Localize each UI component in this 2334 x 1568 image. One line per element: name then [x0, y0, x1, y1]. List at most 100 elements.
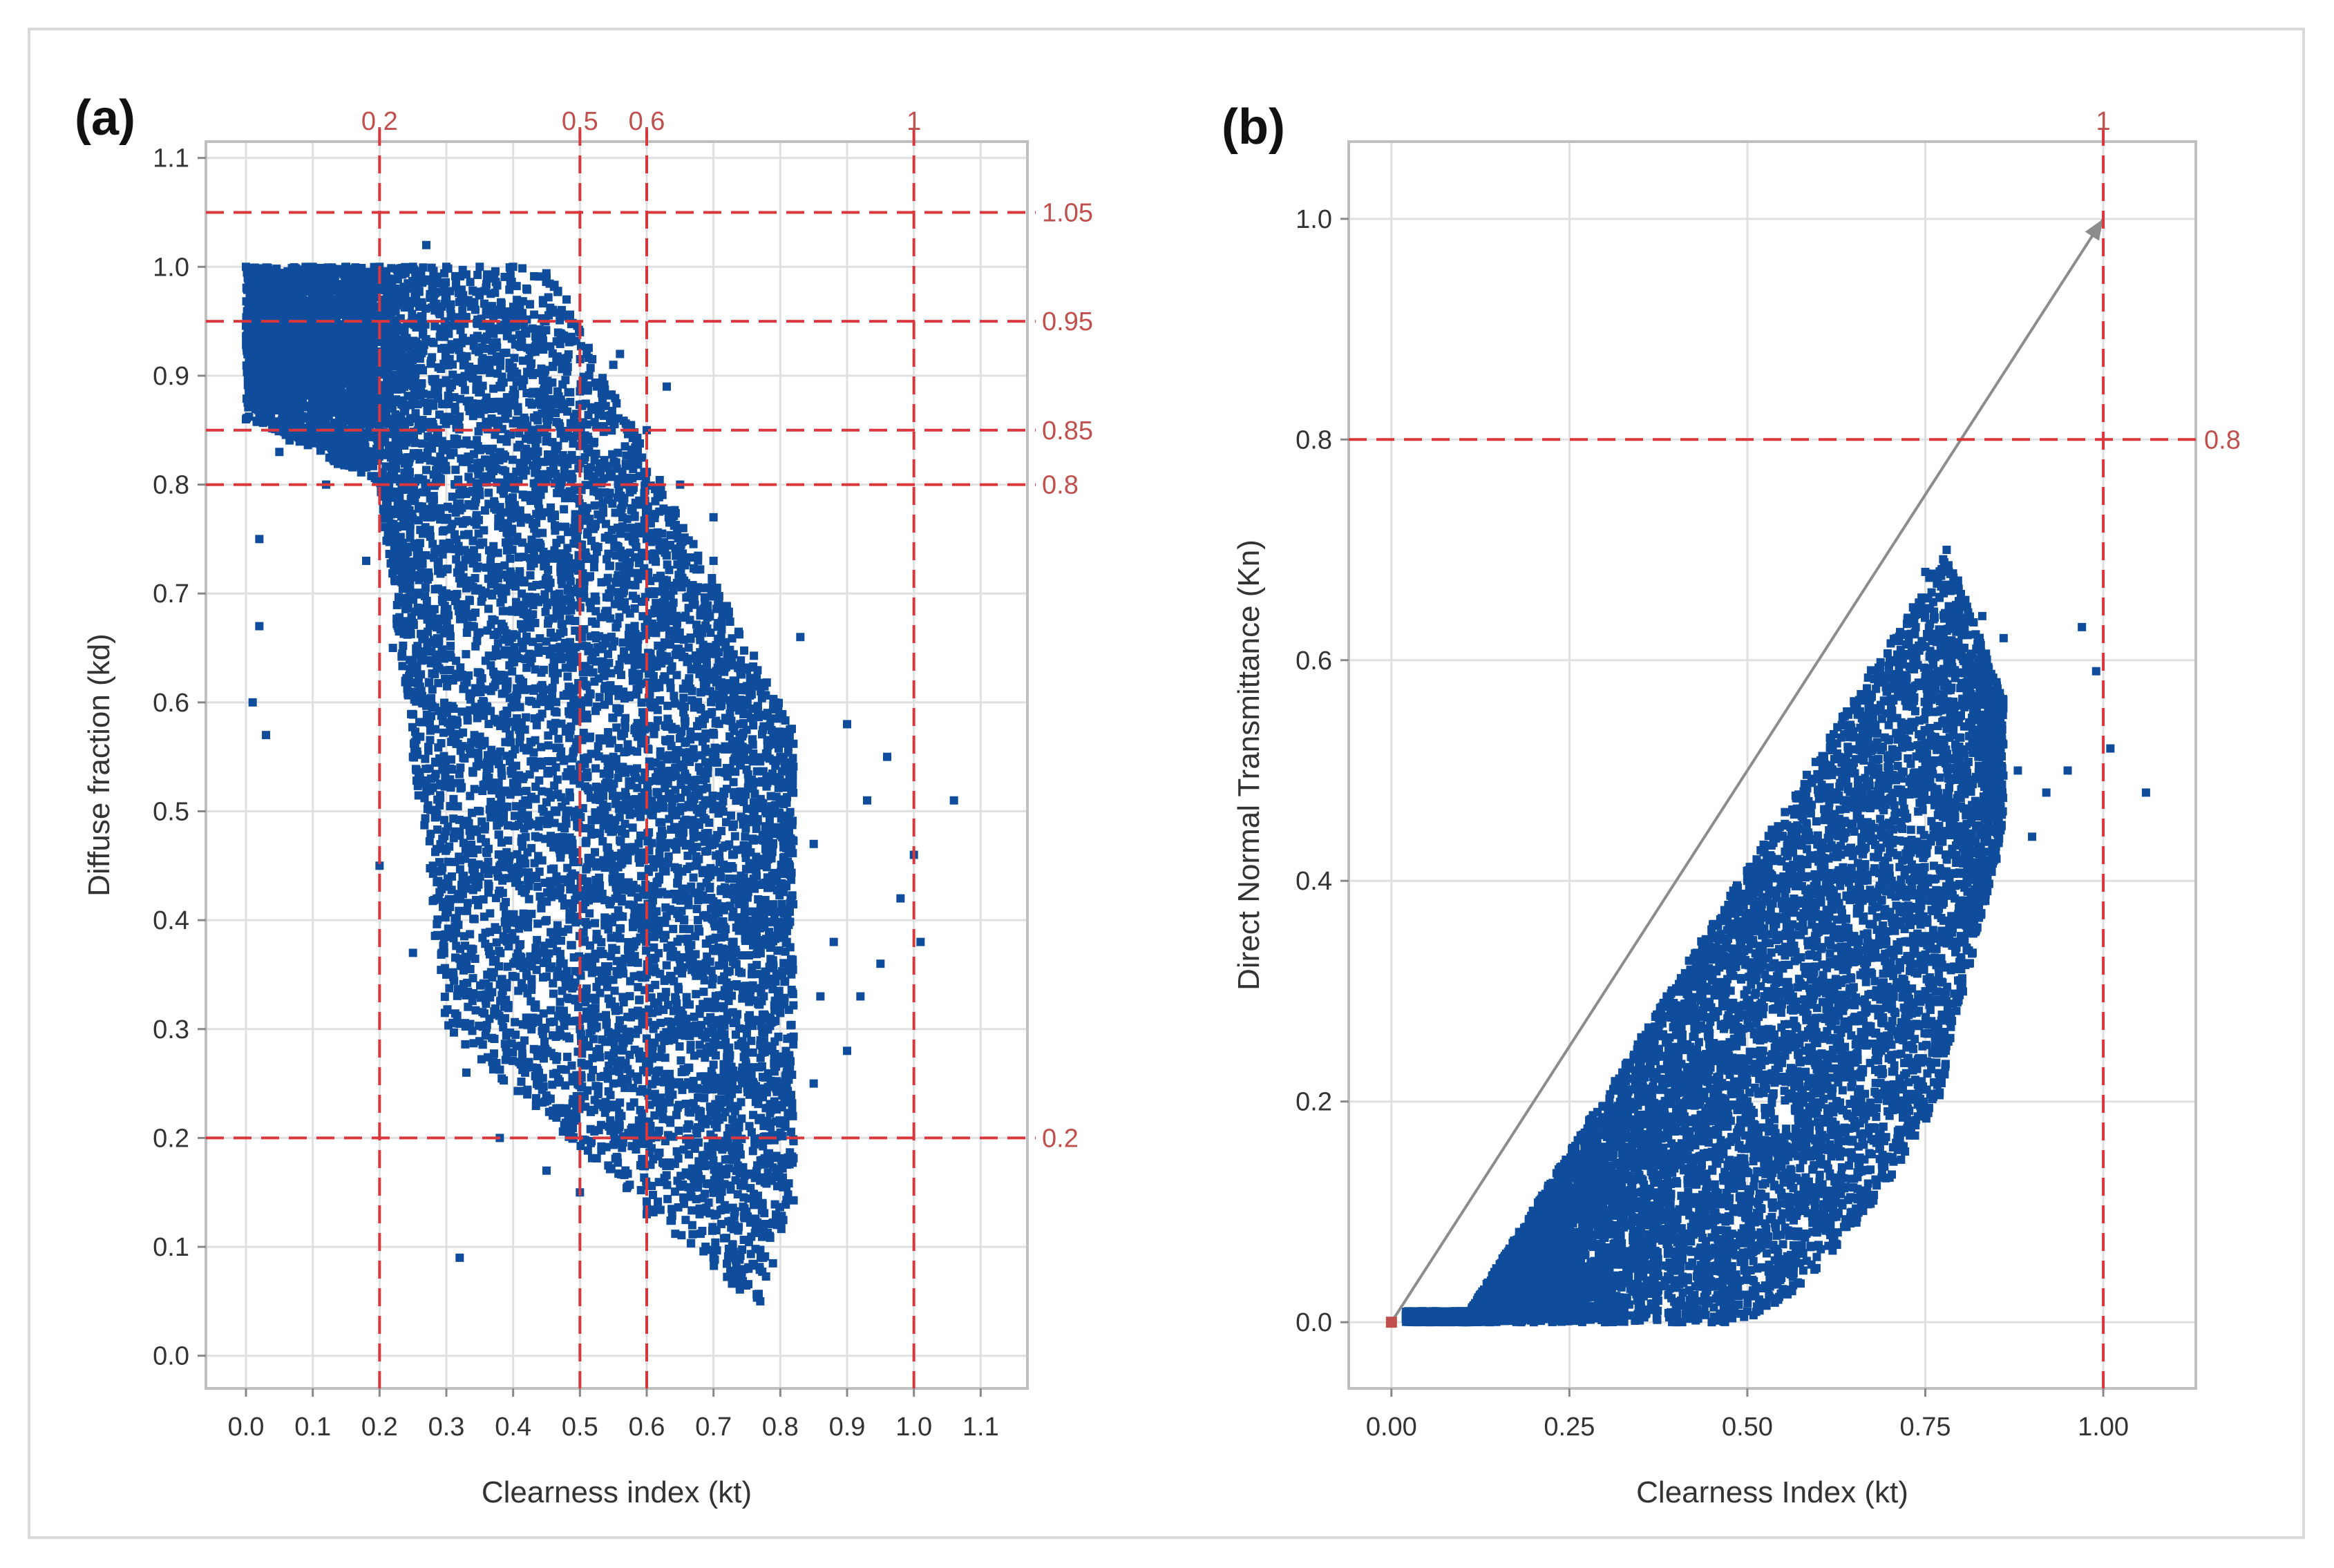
- x-axis-label: Clearness index (kt): [482, 1475, 752, 1509]
- data-point: [508, 455, 517, 464]
- y-tick-label: 0.0: [153, 1342, 189, 1371]
- data-point: [513, 1087, 522, 1096]
- data-point: [527, 843, 536, 852]
- x-tick-label: 0.5: [562, 1413, 598, 1442]
- data-point: [517, 1077, 526, 1086]
- data-point: [438, 446, 447, 455]
- data-point: [476, 678, 485, 687]
- data-point: [544, 619, 553, 628]
- data-point: [453, 1011, 462, 1020]
- data-point: [493, 639, 502, 648]
- data-point: [437, 344, 446, 353]
- data-point: [687, 665, 696, 674]
- x-tick-label: 0.1: [294, 1413, 331, 1442]
- data-point: [650, 485, 659, 494]
- data-point: [504, 836, 513, 845]
- data-point: [673, 865, 682, 874]
- data-point: [727, 811, 736, 820]
- data-point: [573, 1002, 582, 1011]
- data-point: [618, 993, 627, 1002]
- data-point: [663, 1194, 672, 1203]
- data-point: [561, 522, 570, 531]
- data-point: [684, 643, 693, 652]
- y-tick-label: 0.6: [153, 689, 189, 718]
- data-point: [612, 723, 621, 732]
- data-point: [537, 743, 546, 752]
- data-point: [466, 278, 475, 287]
- data-point: [547, 1006, 556, 1015]
- data-point: [439, 728, 448, 737]
- data-point: [616, 837, 625, 846]
- data-point: [521, 859, 530, 868]
- y-tick-label: 0.4: [153, 906, 189, 935]
- data-point: [649, 943, 658, 952]
- data-point: [569, 695, 578, 704]
- data-point: [587, 656, 596, 665]
- data-point: [608, 791, 617, 800]
- data-point: [768, 1259, 777, 1268]
- data-point: [591, 606, 600, 615]
- data-point: [549, 989, 558, 998]
- data-point: [679, 924, 688, 933]
- data-point: [748, 757, 757, 766]
- data-point: [456, 763, 465, 772]
- data-point: [677, 1231, 686, 1240]
- data-point: [445, 984, 454, 993]
- data-point: [553, 1052, 562, 1061]
- data-point: [462, 678, 471, 687]
- data-point: [601, 666, 610, 675]
- data-point: [511, 802, 520, 811]
- data-point: [604, 1161, 613, 1170]
- data-point: [636, 1186, 645, 1195]
- data-point: [490, 1034, 499, 1043]
- data-point: [586, 363, 595, 372]
- data-point: [452, 555, 461, 564]
- x-tick-label: 0.0: [228, 1413, 265, 1442]
- data-point: [432, 845, 441, 854]
- data-point: [584, 471, 593, 480]
- data-point: [459, 966, 468, 975]
- data-point: [449, 794, 458, 803]
- data-point: [707, 1067, 716, 1075]
- y-tick-label: 0.3: [153, 1015, 189, 1044]
- data-point: [426, 356, 435, 365]
- data-point: [586, 793, 595, 802]
- data-point: [688, 1230, 697, 1239]
- x-tick-label: 0.8: [762, 1413, 799, 1442]
- data-point: [460, 385, 469, 394]
- data-point: [554, 734, 563, 743]
- data-point: [527, 975, 536, 984]
- data-point: [535, 776, 544, 785]
- data-point: [592, 894, 601, 903]
- data-point: [446, 642, 455, 651]
- y-tick-label: 0.9: [153, 362, 189, 391]
- data-point: [560, 824, 569, 833]
- data-point: [602, 1020, 611, 1029]
- x-tick-label: 0.7: [695, 1413, 732, 1442]
- data-point: [425, 836, 434, 845]
- data-point: [714, 719, 723, 728]
- data-point: [448, 729, 457, 738]
- data-point: [748, 1048, 757, 1057]
- data-point: [719, 787, 728, 796]
- data-point: [506, 554, 515, 563]
- data-point: [453, 802, 462, 811]
- data-point: [449, 448, 458, 457]
- data-point: [610, 986, 619, 995]
- data-point: [486, 928, 495, 937]
- data-point: [741, 832, 750, 841]
- data-point: [406, 585, 415, 594]
- data-point: [533, 882, 542, 891]
- data-point: [462, 352, 471, 361]
- data-point: [708, 1226, 717, 1235]
- data-point: [662, 961, 671, 970]
- data-point: [625, 992, 634, 1001]
- data-point: [548, 683, 557, 692]
- data-point: [442, 466, 450, 475]
- data-point: [533, 919, 542, 928]
- data-point: [679, 694, 688, 702]
- data-point: [695, 1040, 704, 1049]
- data-point: [694, 916, 703, 925]
- data-point: [580, 625, 589, 634]
- data-point: [399, 641, 408, 650]
